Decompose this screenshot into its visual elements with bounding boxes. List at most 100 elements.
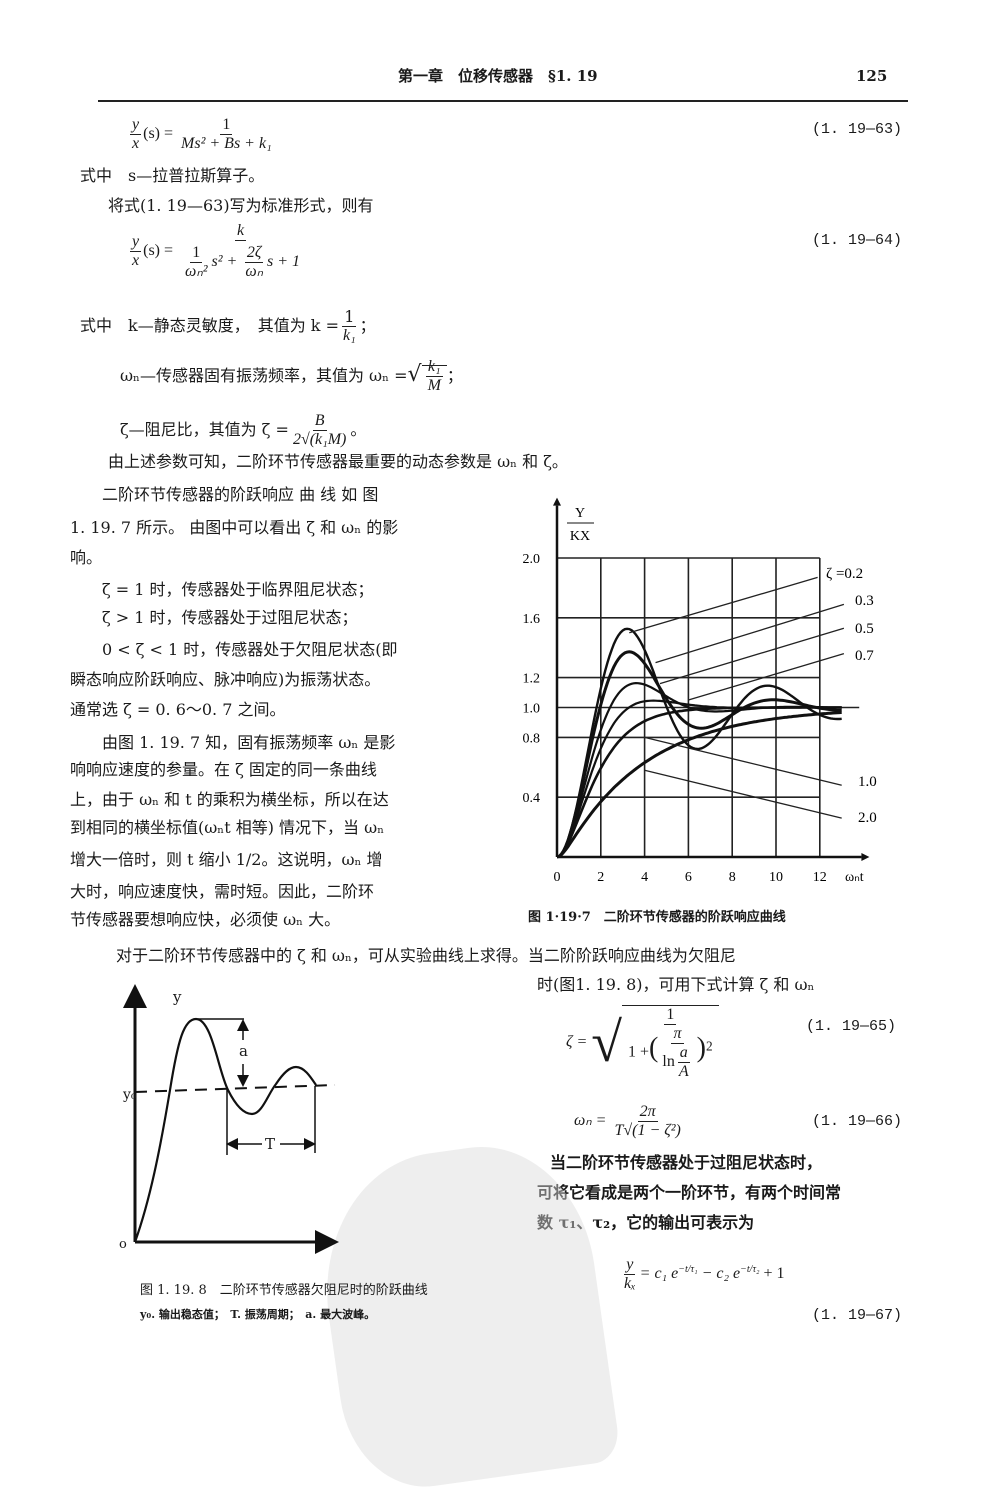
eq-lhs-num: y: [130, 233, 142, 252]
y-axis-label-denominator: KX: [570, 529, 590, 544]
text-line: 当二阶环节传感器处于过阻尼状态时，: [550, 1153, 823, 1172]
paragraph-line: 由图 1. 19. 7 知，固有振荡频率 ωₙ 是影: [70, 733, 396, 752]
eq-A: A: [678, 1063, 689, 1080]
def-text: 式中 k—静态灵敏度， 其值为 k =: [80, 316, 339, 335]
chart-caption: 图 1·19·7 二阶环节传感器的阶跃响应曲线: [528, 910, 786, 925]
eq-square: 2: [705, 1038, 713, 1054]
term2-rest: s + 1: [266, 253, 301, 271]
paragraph-line: 1. 19. 7 所示。 由图中可以看出 ζ 和 ωₙ 的影: [70, 518, 399, 537]
eq-lhs: ωₙ =: [574, 1112, 607, 1130]
eq-exp1: −t/τ₁: [678, 1263, 698, 1275]
series-label: 2.0: [858, 810, 877, 826]
text-line: 对于二阶环节传感器中的 ζ 和 ωₙ，可从实验曲线上求得。当二阶阶跃响应曲线为欠…: [116, 946, 736, 965]
y-tick-label: 0.4: [523, 791, 541, 806]
fig8-a-label: a: [239, 1042, 248, 1060]
y-tick-label: 1.0: [523, 702, 541, 717]
eq-ln: ln: [662, 1053, 675, 1071]
steady-state-line: [134, 1084, 336, 1093]
series-leader-line: [644, 736, 842, 786]
series-leader-line: [688, 653, 845, 701]
eq-a: a: [677, 1044, 690, 1063]
paragraph-line: ζ = 1 时，传感器处于临界阻尼状态；: [70, 580, 374, 599]
text-line: 式中 s—拉普拉斯算子。: [80, 166, 265, 185]
series-leader-line: [659, 627, 845, 685]
def-end: ；: [359, 316, 376, 335]
series-label: 0.7: [855, 648, 874, 664]
equation-number: (1. 19—67): [812, 1307, 903, 1324]
x-tick-label: 4: [641, 870, 648, 885]
paragraph-line: 通常选 ζ = 0. 6～0. 7 之间。: [70, 700, 286, 719]
x-tick-label: 12: [813, 870, 827, 885]
paragraph-line: 0 < ζ < 1 时，传感器处于欠阻尼状态(即: [70, 640, 398, 659]
x-tick-label: 6: [685, 870, 692, 885]
series-leader-line: [644, 769, 842, 819]
equation-1-19-67: y kₓ = c₁ e−t/τ₁ − c₂ e−t/τ₂ + 1: [620, 1256, 785, 1293]
definition-zeta: ζ—阻尼比，其值为 ζ = B 2√(k₁M)。: [120, 412, 366, 449]
text-line: 由上述参数可知，二阶环节传感器最重要的动态参数是 ωₙ 和 ζ。: [108, 452, 568, 471]
eq-lhs-den: x: [132, 252, 140, 269]
eq-den: T√(1 − ζ²): [614, 1122, 681, 1139]
def-text: ζ—阻尼比，其值为 ζ =: [120, 420, 289, 439]
text-line: 时(图1. 19. 8)，可用下式计算 ζ 和 ωₙ: [537, 975, 815, 994]
eq-exp2: −t/τ₂: [740, 1263, 760, 1275]
eq-rhs: = c₁ e: [639, 1265, 679, 1283]
text-line: 将式(1. 19—63)写为标准形式，则有: [108, 196, 374, 215]
def-den: M: [427, 377, 441, 394]
definition-omega: ωₙ—传感器固有振荡频率，其值为 ωₙ =√ k₁ M；: [120, 358, 463, 394]
def-den: k₁: [342, 327, 356, 344]
eq-lhs-num: y: [624, 1256, 636, 1275]
def-text: ωₙ—传感器固有振荡频率，其值为 ωₙ =: [120, 366, 408, 385]
term2-den: ωₙ: [245, 263, 263, 280]
response-curve-zeta-2: [556, 710, 842, 859]
y-tick-label: 1.2: [523, 672, 541, 687]
series-label: 0.3: [855, 593, 874, 609]
def-end: 。: [350, 420, 367, 439]
text-line: 数 τ₁、τ₂，它的输出可表示为: [537, 1213, 755, 1232]
y-axis-arrow: [553, 497, 561, 506]
def-num: k₁: [425, 358, 443, 377]
response-curve-zeta-0.2: [556, 627, 842, 859]
eq-lhs-arg: (s) =: [143, 125, 174, 143]
term1-den: ωₙ²: [185, 263, 208, 280]
paragraph-line: 节传感器要想响应快，必须使 ωₙ 大。: [70, 910, 341, 929]
eq-lhs-num: y: [130, 116, 142, 135]
x-tick-label: 10: [769, 870, 783, 885]
x-tick-label: 2: [597, 870, 604, 885]
fig8-y-label: y: [173, 988, 182, 1006]
eq-lhs-den: kₓ: [624, 1275, 636, 1292]
term2-num: 2ζ: [244, 244, 264, 263]
header-rule: [98, 100, 908, 102]
paragraph-line: 响响应速度的参量。在 ζ 固定的同一条曲线: [70, 760, 377, 779]
paragraph-line: 增大一倍时，则 t 缩小 1/2。这说明，ωₙ 增: [70, 850, 383, 869]
fig8-y0-label: y₀: [123, 1087, 137, 1103]
y-axis-label-numerator: Y: [575, 506, 585, 521]
fig8-origin-label: o: [119, 1237, 127, 1252]
response-curve: [133, 1017, 317, 1243]
equation-number: (1. 19—64): [812, 232, 903, 249]
eq-one-plus: 1 +: [628, 1043, 650, 1061]
equation-1-19-63: y x (s) = 1 Ms² + Bs + k₁: [128, 116, 276, 153]
def-num: 1: [342, 307, 357, 327]
series-label: 1.0: [858, 774, 877, 790]
paragraph-line: 到相同的横坐标值(ωₙt 相等) 情况下，当 ωₙ: [70, 818, 385, 837]
running-header: 第一章 位移传感器 §1. 19: [398, 67, 598, 85]
eq-end: + 1: [759, 1265, 785, 1283]
x-tick-label: 8: [729, 870, 736, 885]
x-axis-arrow: [861, 853, 870, 861]
def-den: 2√(k₁M): [292, 431, 347, 448]
equation-number: (1. 19—66): [812, 1113, 903, 1130]
response-curve-zeta-0.5: [556, 681, 842, 859]
eq-num: 2π: [637, 1103, 658, 1122]
eq-lhs-den: x: [132, 135, 140, 152]
equation-1-19-66: ωₙ = 2π T√(1 − ζ²): [574, 1103, 685, 1140]
fig8-legend: y₀. 输出稳态值； T. 振荡周期； a. 最大波峰。: [140, 1308, 376, 1321]
paragraph-line: 响。: [70, 548, 103, 567]
page-number: 125: [856, 67, 888, 85]
y-tick-label: 2.0: [523, 552, 541, 567]
response-curve-zeta-1: [556, 706, 842, 859]
y-tick-label: 0.8: [523, 731, 541, 746]
response-curve-zeta-0.3: [556, 650, 842, 859]
equation-number: (1. 19—65): [806, 1018, 897, 1035]
series-leader-line: [655, 603, 845, 664]
